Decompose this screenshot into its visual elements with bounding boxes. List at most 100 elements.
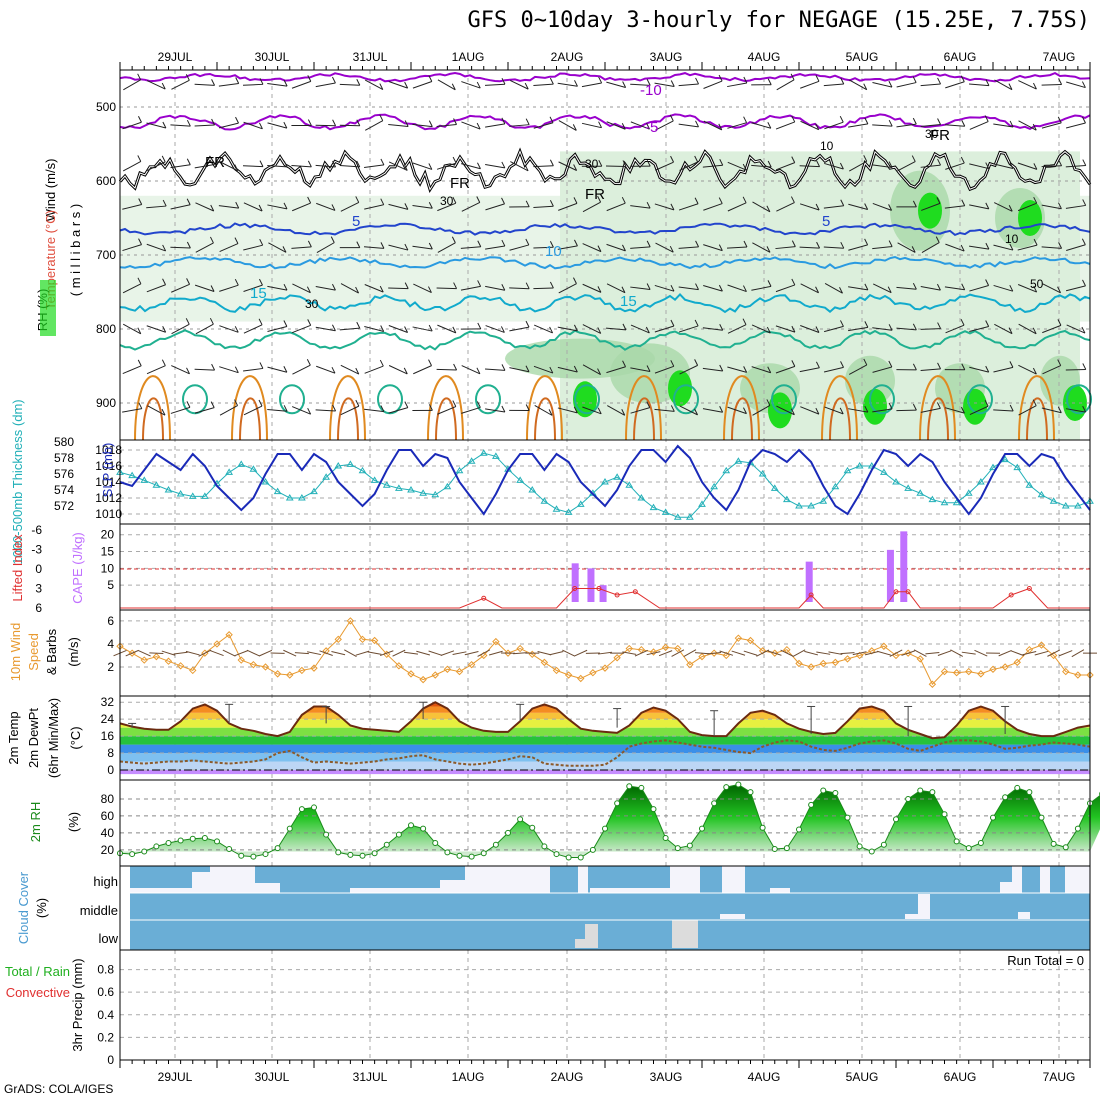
- lifted-index-point: [596, 586, 602, 591]
- wind10-point: [370, 636, 379, 645]
- wind-barb-flag: [453, 282, 458, 289]
- wind-barb: [993, 284, 1013, 292]
- temp-contour-20-loop: [182, 384, 208, 415]
- wind10-barb: [719, 650, 734, 656]
- wind-barb: [194, 124, 215, 127]
- wind-barb-flag: [718, 284, 723, 292]
- wind-barb: [776, 405, 795, 416]
- wind-barb: [267, 366, 287, 373]
- wind-barb: [171, 79, 190, 90]
- wind-barb: [751, 324, 771, 334]
- rh2m-point: [723, 784, 730, 791]
- rh2m-point: [541, 843, 548, 850]
- rh2m-point: [711, 800, 718, 807]
- thickness-point: [916, 489, 925, 496]
- precip-axis-label-3: Convective: [6, 985, 70, 1000]
- wind10-point: [140, 656, 148, 664]
- temp-contour-20-loop: [1066, 384, 1092, 415]
- wind10-barb: [574, 649, 588, 657]
- rh2m-point: [480, 850, 487, 857]
- temp-color-band: [120, 770, 1090, 775]
- wind-barb-flag: [912, 282, 917, 290]
- wind-barb: [800, 325, 820, 333]
- wind-barb: [872, 327, 893, 331]
- wind-barb: [799, 367, 820, 373]
- wind-barb: [679, 161, 698, 171]
- wind-barb-flag: [621, 123, 626, 130]
- wind-barb-flag: [235, 116, 239, 124]
- lifted-index-point: [481, 595, 487, 601]
- wind-barb-flag: [476, 367, 481, 375]
- wind-barb-flag: [573, 324, 578, 332]
- wind-barb: [1066, 81, 1086, 89]
- wind-barb-flag: [137, 359, 142, 367]
- thickness-point: [952, 498, 961, 506]
- temp-contour-20-loop: [673, 384, 699, 415]
- cloud-gap: [130, 888, 192, 893]
- wind-barb-flag: [911, 155, 916, 162]
- temp-contour-20-loop: [279, 384, 305, 415]
- wind-barb-flag: [864, 405, 869, 413]
- wind-barb: [920, 83, 941, 87]
- wind-barb-flag: [428, 120, 433, 127]
- wind-barb: [607, 405, 625, 416]
- wind-barb-flag: [863, 358, 868, 366]
- wind-barb-flag: [864, 321, 869, 328]
- wind-barb-flag: [840, 361, 844, 368]
- pressure-tick-label: 700: [96, 248, 116, 262]
- thickness-point: [976, 478, 985, 485]
- wind10-barb: [658, 650, 673, 657]
- rh2m-point: [214, 838, 220, 845]
- rh-axis-label-1: 2m RH: [28, 802, 43, 842]
- thickness-point: [637, 494, 646, 501]
- wind-barb: [702, 367, 723, 372]
- wind-barb: [799, 246, 820, 249]
- wind-barb-flag: [646, 240, 651, 248]
- wind-barb: [727, 122, 747, 129]
- wind-barb: [872, 202, 892, 211]
- wind-barb: [267, 326, 288, 332]
- wind-barb: [872, 164, 893, 169]
- wind-barb: [388, 244, 409, 251]
- wind-barb-flag: [863, 83, 868, 90]
- wind-barb: [605, 165, 627, 167]
- wind-barb-flag: [501, 405, 506, 413]
- thickness-point: [152, 481, 161, 488]
- wind-barb-flag: [670, 405, 675, 412]
- wind-barb-flag: [985, 365, 990, 373]
- wind-barb-flag: [573, 197, 578, 204]
- wind-barb-flag: [1032, 327, 1037, 335]
- wind-barb-flag: [161, 359, 166, 366]
- wind10-barb: [756, 649, 770, 657]
- wind-barb: [1041, 204, 1062, 210]
- wind-barb-flag: [234, 366, 239, 373]
- top-day-label: 5AUG: [846, 50, 879, 64]
- rh2m-point: [383, 841, 390, 848]
- thickness-point: [394, 484, 403, 491]
- wind-barb: [848, 326, 868, 332]
- contour-label: -5: [645, 119, 658, 136]
- wind-barb-flag: [138, 402, 143, 409]
- wind-barb: [969, 245, 989, 250]
- wind-barb-flag: [403, 164, 408, 171]
- wind-barb-flag: [549, 159, 554, 166]
- thickness-point: [867, 462, 876, 469]
- cape-bar: [805, 561, 813, 602]
- thickness-point: [625, 481, 634, 488]
- wind10-barb: [222, 649, 236, 657]
- wind-barb: [509, 326, 530, 332]
- wind-barb: [460, 285, 481, 291]
- wind-barb: [122, 244, 142, 252]
- wind-barb: [509, 287, 530, 290]
- wind-barb-flag: [283, 320, 288, 327]
- wind-barb-flag: [984, 115, 989, 122]
- wind-barb: [969, 325, 989, 333]
- wind-barb-flag: [428, 163, 433, 170]
- lifted-tick-label: 3: [35, 582, 42, 596]
- wind10-barb: [210, 650, 224, 657]
- wind10-barb: [185, 650, 200, 656]
- upper-axis-label-wind: Wind (m/s): [43, 159, 58, 222]
- cloud-gap: [192, 872, 210, 893]
- wind10-barb: [1010, 650, 1024, 657]
- wind-barb: [678, 325, 699, 333]
